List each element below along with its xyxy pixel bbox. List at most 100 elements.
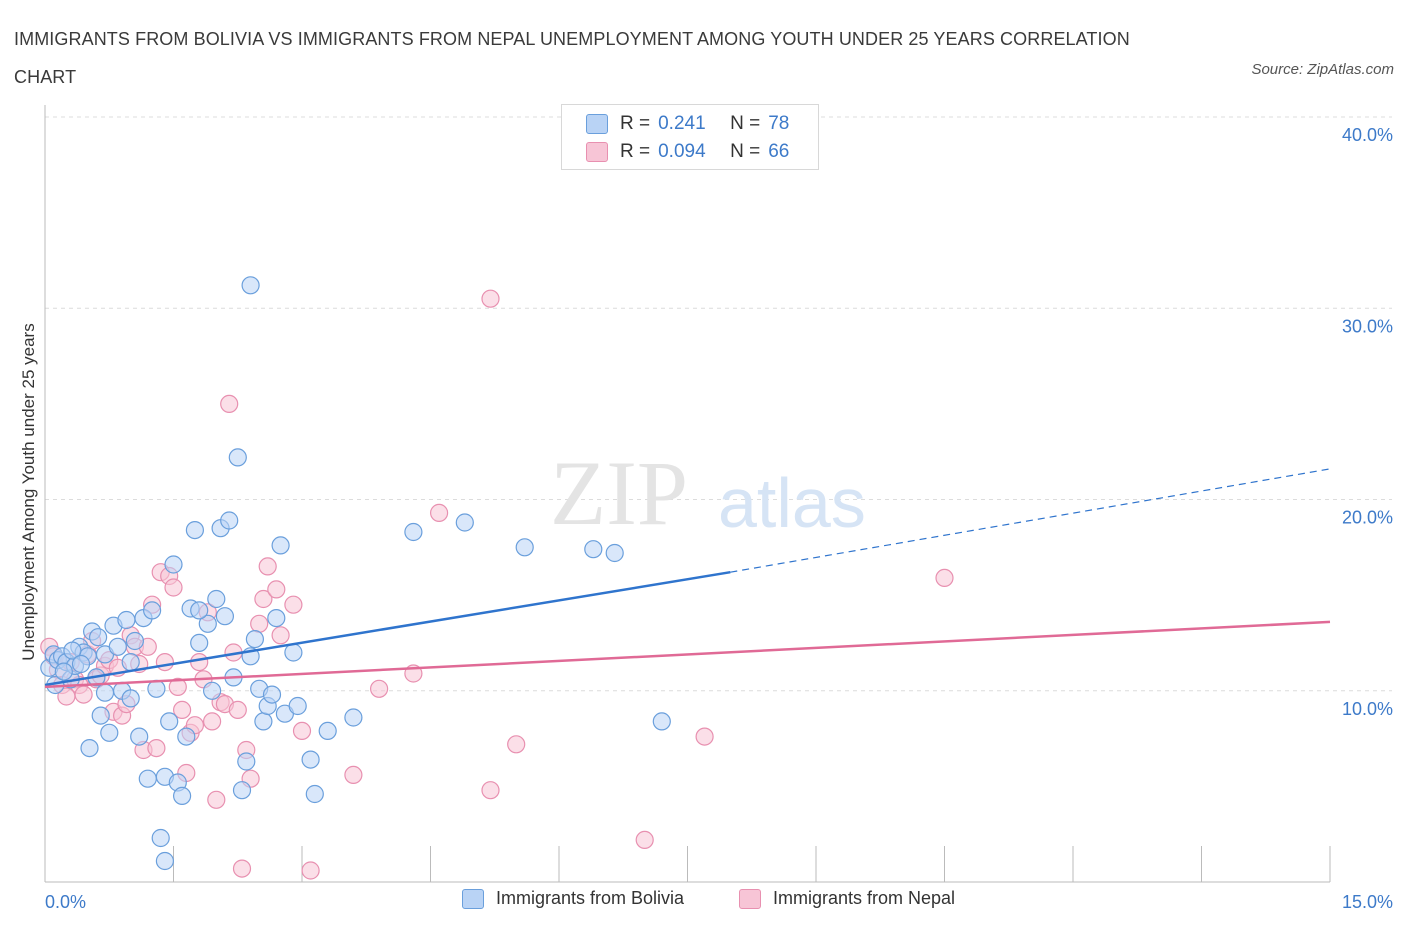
chart-title: IMMIGRANTS FROM BOLIVIA VS IMMIGRANTS FR… — [14, 29, 1130, 87]
nepal-point — [301, 861, 320, 880]
bolivia-point — [605, 543, 624, 563]
nepal-point — [254, 589, 273, 609]
bolivia-point — [198, 614, 217, 633]
nepal-trend-line — [44, 620, 1331, 689]
nepal-point — [695, 727, 714, 746]
bolivia-point — [177, 727, 196, 746]
bolivia-point — [207, 589, 226, 609]
nepal-point — [507, 735, 526, 754]
bolivia-point — [108, 637, 127, 656]
bolivia-point — [121, 689, 140, 708]
bolivia-point — [318, 721, 337, 741]
bolivia-point — [215, 607, 234, 626]
bolivia-point — [262, 685, 282, 704]
legend-row-bolivia: R = 0.241 N = 78 — [586, 111, 789, 137]
bolivia-point — [63, 641, 82, 660]
nepal-point — [203, 712, 222, 731]
nepal-point — [220, 394, 239, 413]
bolivia-point — [95, 683, 115, 702]
bolivia-point — [344, 708, 363, 727]
bolivia-point — [232, 781, 252, 800]
nepal-swatch — [739, 888, 761, 909]
bolivia-point — [130, 727, 149, 746]
bolivia-point — [147, 679, 166, 698]
r-label: R = — [620, 141, 651, 162]
bolivia-point — [241, 276, 260, 295]
y-tick-label: 20.0% — [1342, 508, 1393, 528]
nepal-point — [481, 289, 500, 308]
nepal-point — [232, 859, 252, 878]
nepal-point — [935, 568, 954, 588]
n-label: N = — [730, 141, 761, 162]
nepal-point — [207, 790, 226, 809]
trend-lines — [44, 468, 1331, 689]
bolivia-point — [455, 513, 474, 532]
bolivia-point — [125, 631, 144, 651]
nepal-point — [250, 614, 269, 633]
correlation-legend: R = 0.241 N = 78 R = 0.094 N = 66 — [561, 104, 819, 170]
nepal-point — [228, 700, 247, 720]
bolivia-swatch — [586, 114, 608, 134]
bolivia-point — [288, 696, 307, 716]
legend-label-bolivia: Immigrants from Bolivia — [496, 888, 685, 908]
bolivia-point — [237, 752, 256, 771]
nepal-point — [370, 679, 389, 698]
r-label: R = — [620, 113, 651, 134]
bolivia-point — [173, 786, 192, 806]
nepal-swatch — [586, 142, 608, 162]
bolivia-point — [301, 750, 320, 769]
bolivia-point — [404, 522, 423, 542]
bolivia-point — [190, 633, 209, 653]
watermark-zip: ZIP — [550, 442, 688, 544]
bolivia-point — [190, 601, 209, 620]
bolivia-point — [284, 643, 303, 662]
bolivia-point — [71, 654, 91, 674]
bolivia-point — [254, 712, 273, 731]
bolivia-point — [267, 608, 286, 628]
y-tick-label: 40.0% — [1342, 125, 1393, 145]
bolivia-point — [164, 555, 183, 574]
bolivia-point — [515, 538, 534, 557]
legend-item-nepal[interactable]: Immigrants from Nepal — [739, 888, 955, 909]
data-points — [40, 276, 954, 880]
r-value: 0.094 — [658, 141, 706, 162]
bolivia-point — [138, 769, 157, 788]
bolivia-point — [220, 511, 239, 530]
nepal-point — [147, 738, 166, 758]
bolivia-trend-extension — [730, 468, 1331, 573]
bolivia-trend-line — [44, 570, 731, 687]
nepal-point — [271, 626, 290, 645]
bolivia-point — [185, 520, 204, 540]
bolivia-point — [80, 738, 99, 758]
nepal-point — [168, 677, 187, 697]
bolivia-point — [155, 851, 174, 871]
bolivia-swatch — [462, 888, 484, 909]
bolivia-point — [91, 706, 110, 725]
y-tick-label: 10.0% — [1342, 699, 1393, 719]
y-tick-label: 30.0% — [1342, 316, 1393, 336]
n-label: N = — [730, 113, 761, 134]
bolivia-point — [143, 601, 162, 620]
series-legend: Immigrants from Bolivia Immigrants from … — [0, 888, 1406, 916]
bolivia-point — [88, 628, 108, 647]
nepal-point — [190, 652, 209, 672]
bolivia-point — [652, 712, 671, 731]
nepal-point — [155, 652, 174, 672]
legend-row-nepal: R = 0.094 N = 66 — [586, 139, 789, 165]
bolivia-point — [245, 629, 264, 649]
nepal-point — [635, 830, 654, 850]
bolivia-point — [305, 784, 324, 804]
nepal-point — [173, 700, 192, 720]
bolivia-point — [203, 681, 222, 700]
legend-item-bolivia[interactable]: Immigrants from Bolivia — [462, 888, 684, 909]
bolivia-point — [100, 723, 119, 742]
n-value: 78 — [768, 113, 790, 134]
nepal-point — [292, 721, 312, 741]
nepal-point — [430, 503, 449, 523]
nepal-point — [164, 578, 183, 597]
watermark: ZIP atlas — [550, 442, 866, 544]
bolivia-point — [117, 610, 136, 630]
nepal-point — [481, 781, 500, 800]
tick-labels: 10.0% 20.0% 30.0% 40.0% 0.0% 15.0% — [45, 125, 1393, 912]
